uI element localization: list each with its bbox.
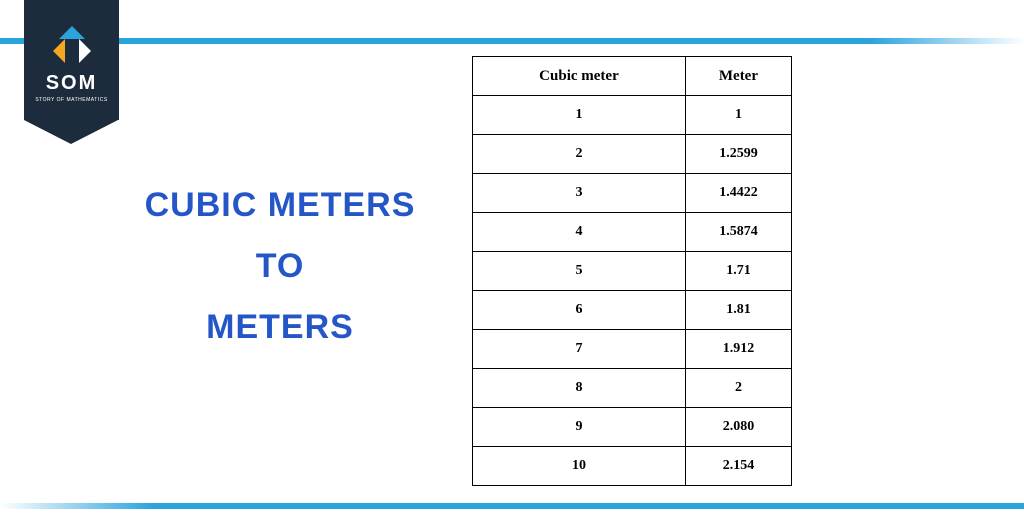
table-header-row: Cubic meter Meter [473, 57, 792, 96]
table-cell: 2 [685, 369, 791, 408]
conversion-table-container: Cubic meter Meter 1121.259931.442241.587… [472, 56, 792, 486]
table-cell: 1.912 [685, 330, 791, 369]
logo-text: SOM [46, 72, 98, 95]
table-cell: 1.81 [685, 291, 791, 330]
table-row: 102.154 [473, 447, 792, 486]
table-cell: 1.4422 [685, 174, 791, 213]
table-cell: 1 [473, 96, 686, 135]
table-cell: 6 [473, 291, 686, 330]
bottom-border-line [0, 503, 1024, 509]
page-title: Cubic meters to meters [120, 175, 440, 359]
table-cell: 1.5874 [685, 213, 791, 252]
table-row: 82 [473, 369, 792, 408]
table-cell: 7 [473, 330, 686, 369]
table-cell: 3 [473, 174, 686, 213]
table-cell: 5 [473, 252, 686, 291]
column-header: Cubic meter [473, 57, 686, 96]
table-row: 11 [473, 96, 792, 135]
heading-line-2: to [120, 236, 440, 297]
logo-subtext: STORY OF MATHEMATICS [35, 97, 107, 103]
table-cell: 4 [473, 213, 686, 252]
table-cell: 8 [473, 369, 686, 408]
table-row: 71.912 [473, 330, 792, 369]
table-cell: 9 [473, 408, 686, 447]
logo-badge: SOM STORY OF MATHEMATICS [24, 0, 119, 120]
table-cell: 1.2599 [685, 135, 791, 174]
table-row: 92.080 [473, 408, 792, 447]
table-cell: 1 [685, 96, 791, 135]
table-row: 61.81 [473, 291, 792, 330]
table-cell: 2.154 [685, 447, 791, 486]
table-cell: 10 [473, 447, 686, 486]
column-header: Meter [685, 57, 791, 96]
table-row: 31.4422 [473, 174, 792, 213]
heading-line-1: Cubic meters [120, 175, 440, 236]
heading-line-3: meters [120, 297, 440, 358]
conversion-table: Cubic meter Meter 1121.259931.442241.587… [472, 56, 792, 486]
table-cell: 2 [473, 135, 686, 174]
table-row: 21.2599 [473, 135, 792, 174]
table-row: 41.5874 [473, 213, 792, 252]
table-row: 51.71 [473, 252, 792, 291]
table-cell: 2.080 [685, 408, 791, 447]
logo-icon [53, 26, 91, 64]
top-border-line [0, 38, 1024, 44]
table-cell: 1.71 [685, 252, 791, 291]
